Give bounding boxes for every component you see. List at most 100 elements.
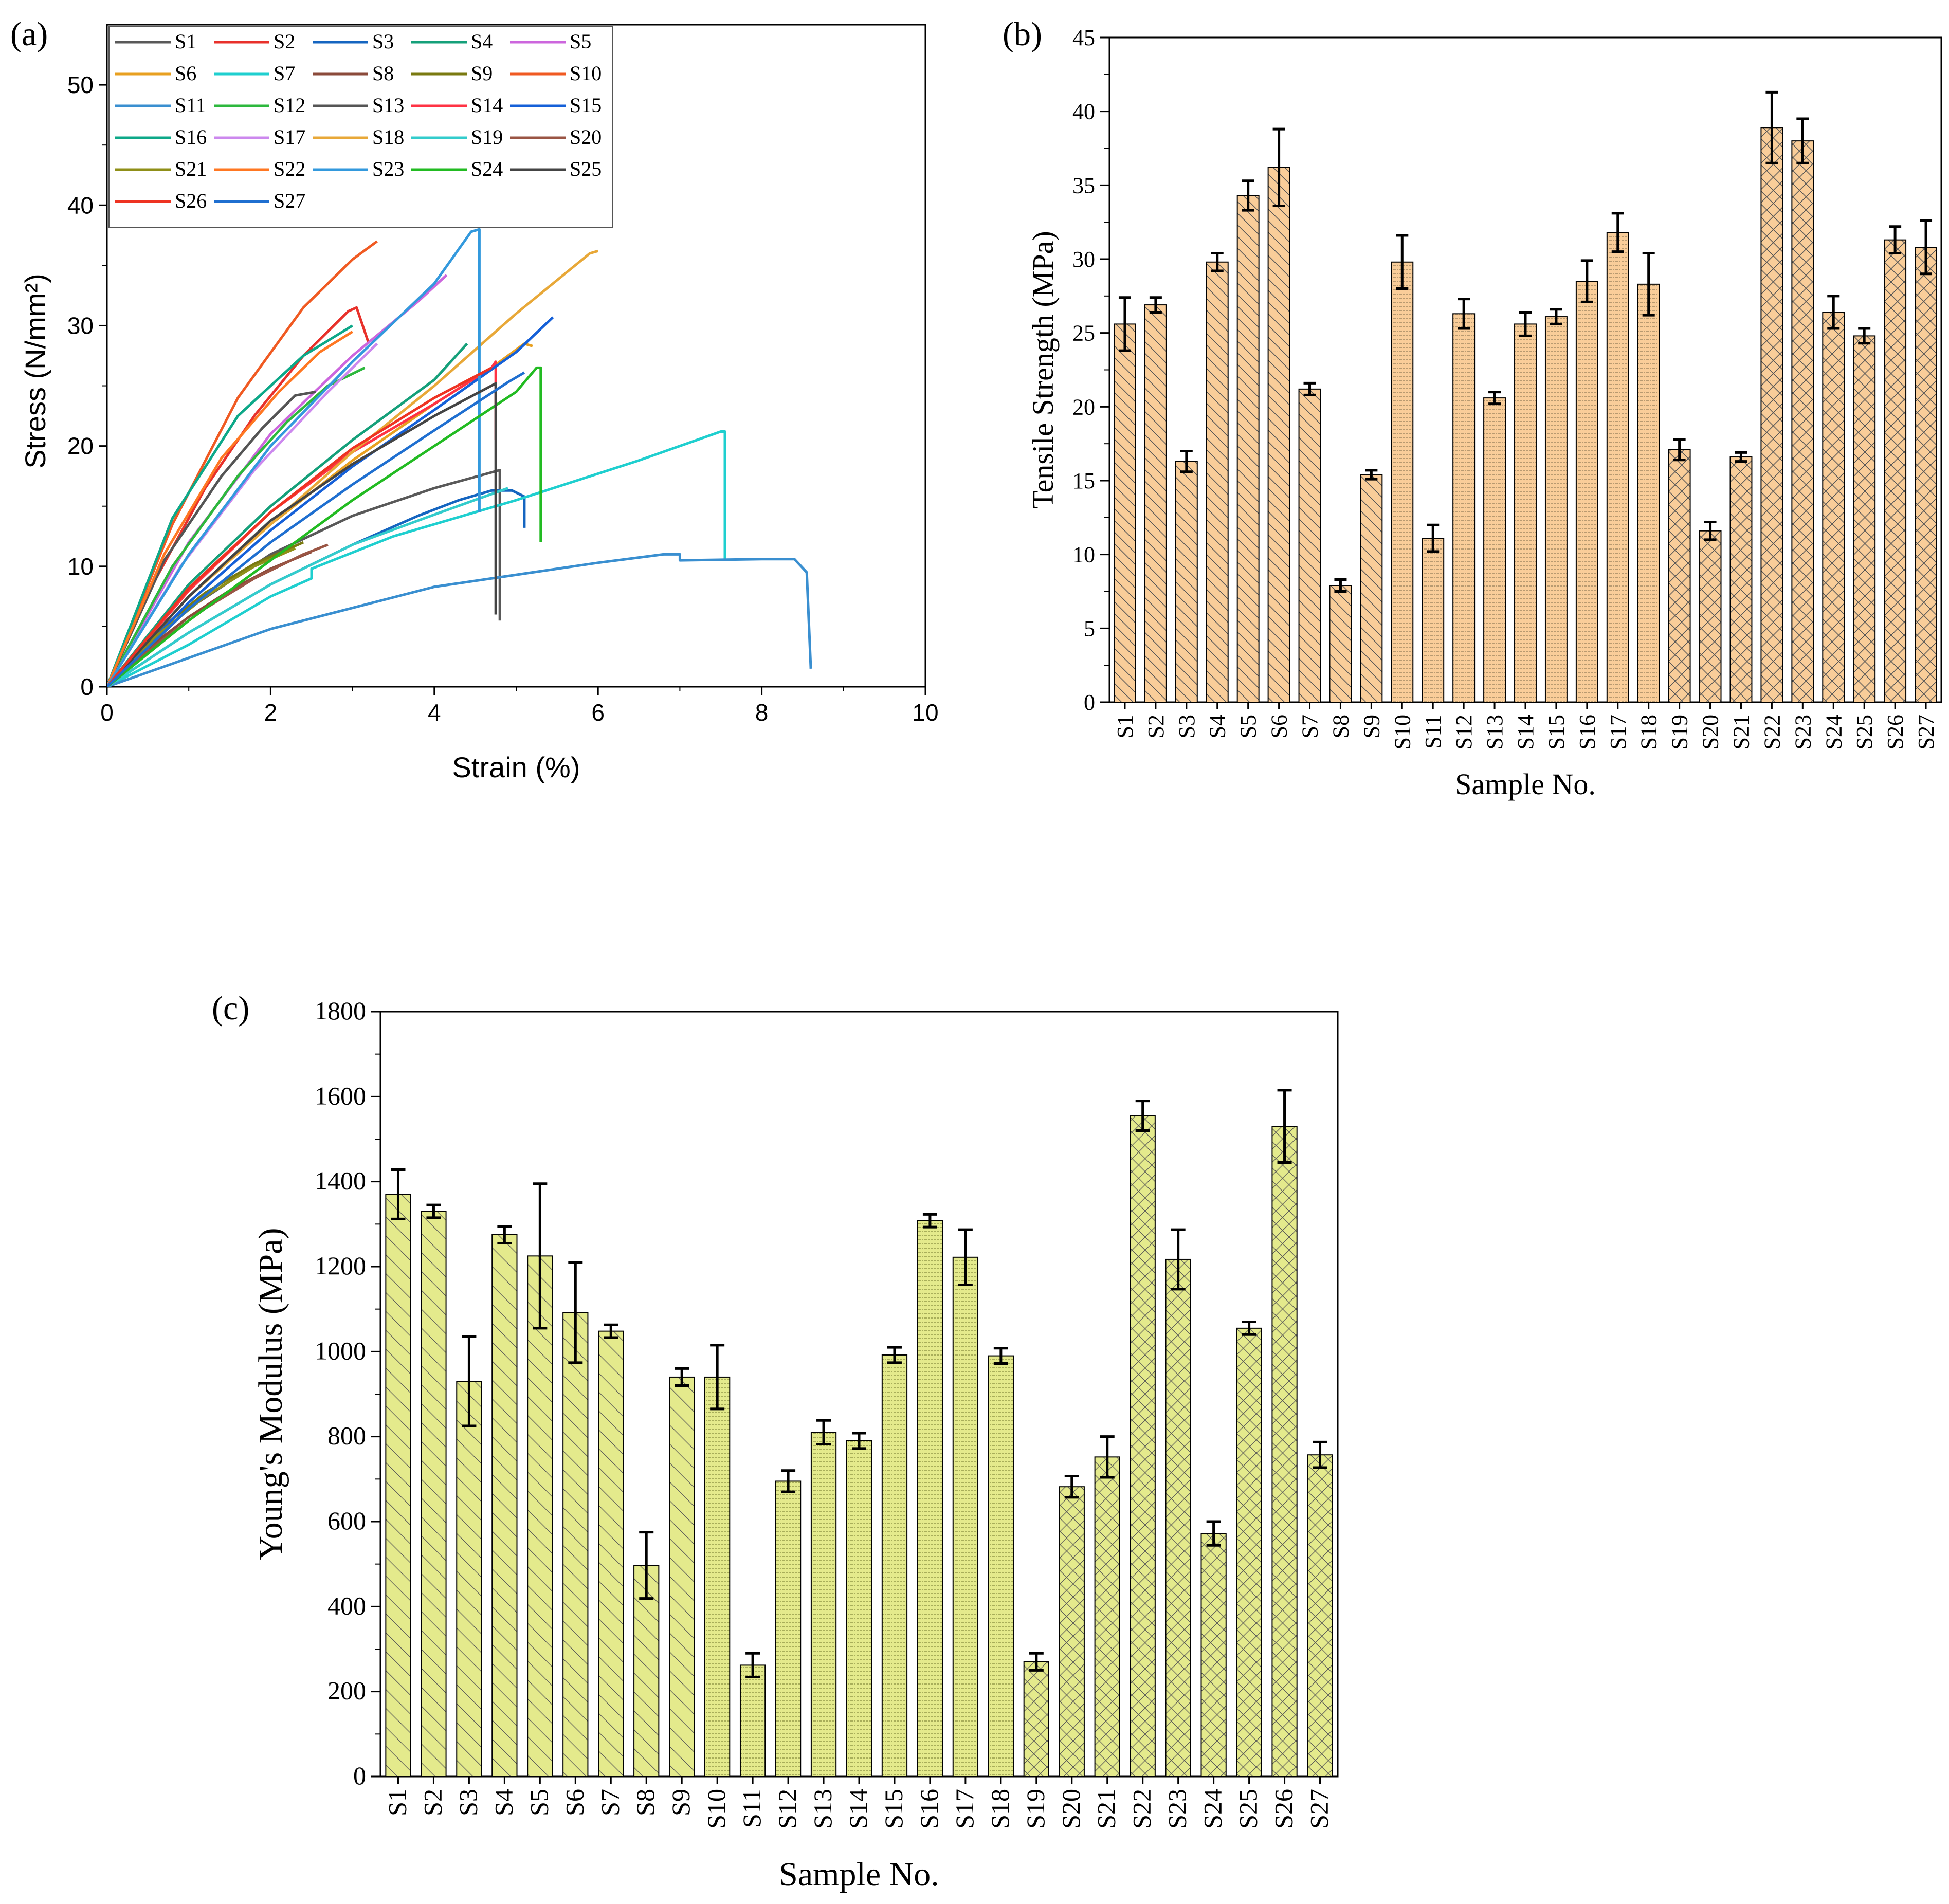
chart-c-x-tick-label: S6 xyxy=(560,1789,589,1816)
legend-label-s15: S15 xyxy=(570,94,602,117)
bar-c-s6 xyxy=(562,1312,589,1777)
chart-b-x-tick-label: S15 xyxy=(1544,715,1569,749)
chart-b-x-tick-label: S20 xyxy=(1698,715,1723,749)
chart-c-x-tick-label: S3 xyxy=(453,1789,482,1816)
chart-b-x-tick-label: S24 xyxy=(1821,715,1846,749)
chart-b-x-tick-label: S4 xyxy=(1205,715,1230,738)
series-line-s3 xyxy=(107,489,526,687)
chart-b-y-tick-label: 25 xyxy=(1072,321,1095,346)
legend-label-s7: S7 xyxy=(274,62,295,85)
chart-c-x-tick-label: S23 xyxy=(1163,1789,1192,1829)
chart-c-y-axis-title: Young's Modulus (MPa) xyxy=(252,1228,289,1561)
bar-c-s10 xyxy=(704,1376,731,1777)
bar-c-s7 xyxy=(598,1330,624,1777)
legend-label-s25: S25 xyxy=(570,157,602,180)
legend-label-s5: S5 xyxy=(570,30,591,53)
series-line-s22 xyxy=(107,331,353,687)
legend-label-s6: S6 xyxy=(175,62,196,85)
legend-label-s14: S14 xyxy=(471,94,503,117)
chart-c-y-tick-label: 400 xyxy=(327,1591,366,1620)
series-line-s25 xyxy=(107,382,497,687)
bar-b-s21 xyxy=(1729,456,1753,703)
legend-label-s26: S26 xyxy=(175,189,207,212)
chart-c-x-tick-label: S13 xyxy=(808,1789,837,1829)
chart-b-x-tick-label: S17 xyxy=(1606,715,1631,749)
legend-label-s9: S9 xyxy=(471,62,493,85)
bar-b-s16 xyxy=(1575,281,1598,703)
bar-c-s24 xyxy=(1200,1533,1227,1778)
chart-a-y-tick-label: 10 xyxy=(67,553,94,580)
bar-c-s27 xyxy=(1307,1454,1333,1778)
chart-a-y-tick-label: 40 xyxy=(67,192,94,218)
bar-b-s23 xyxy=(1791,140,1814,703)
chart-c-y-tick-label: 1600 xyxy=(315,1081,366,1110)
bar-c-s16 xyxy=(917,1220,943,1777)
chart-c-x-tick-label: S2 xyxy=(418,1789,447,1816)
legend-label-s18: S18 xyxy=(372,125,404,149)
bar-c-s17 xyxy=(952,1256,979,1777)
legend-label-s21: S21 xyxy=(175,157,207,180)
chart-a-x-tick-label: 10 xyxy=(912,699,938,726)
series-line-s27 xyxy=(107,371,525,687)
series-line-s19 xyxy=(107,487,508,687)
chart-c-x-tick-label: S5 xyxy=(524,1789,553,1816)
series-line-s2 xyxy=(107,306,370,687)
series-line-s14 xyxy=(107,360,497,687)
chart-a-y-tick-label: 50 xyxy=(67,71,94,98)
bar-c-s18 xyxy=(988,1355,1014,1778)
chart-c-x-tick-label: S4 xyxy=(489,1789,518,1816)
chart-a-x-tick-label: 6 xyxy=(591,699,605,726)
chart-c-x-tick-label: S19 xyxy=(1021,1789,1050,1829)
chart-b-x-tick-label: S16 xyxy=(1575,715,1600,749)
chart-a-y-tick-label: 30 xyxy=(67,312,94,339)
legend-label-s20: S20 xyxy=(570,125,602,149)
series-line-s10 xyxy=(107,240,378,687)
legend-label-s11: S11 xyxy=(175,94,206,117)
chart-b-x-axis-title: Sample No. xyxy=(1455,767,1596,801)
chart-b-y-tick-label: 20 xyxy=(1072,394,1095,419)
legend-label-s24: S24 xyxy=(471,157,503,180)
chart-b-y-tick-label: 15 xyxy=(1072,468,1095,493)
chart-b-x-tick-label: S19 xyxy=(1667,715,1692,749)
legend-label-s19: S19 xyxy=(471,125,503,149)
chart-c-x-tick-label: S24 xyxy=(1198,1789,1227,1829)
chart-b-y-axis-title: Tensile Strength (MPa) xyxy=(1026,231,1060,508)
bar-b-s19 xyxy=(1668,449,1691,703)
bar-b-s15 xyxy=(1544,316,1568,703)
bar-c-s4 xyxy=(491,1234,518,1777)
panel-label-c: (c) xyxy=(212,990,249,1027)
chart-c-x-tick-label: S27 xyxy=(1305,1789,1334,1829)
chart-c-x-tick-label: S18 xyxy=(986,1789,1014,1829)
chart-b-y-tick-label: 40 xyxy=(1072,99,1095,124)
series-line-s15 xyxy=(107,316,554,687)
series-line-s13 xyxy=(107,390,316,687)
chart-c-x-tick-label: S17 xyxy=(950,1789,979,1829)
bar-b-s25 xyxy=(1853,335,1876,703)
bar-b-s12 xyxy=(1452,313,1476,703)
chart-c-x-tick-label: S16 xyxy=(915,1789,943,1829)
legend-label-s3: S3 xyxy=(372,30,394,53)
chart-a-y-tick-label: 0 xyxy=(80,673,94,700)
chart-b-x-tick-label: S2 xyxy=(1143,715,1169,738)
chart-b-y-tick-label: 10 xyxy=(1072,542,1095,567)
series-line-s24 xyxy=(107,366,542,687)
chart-b-y-tick-label: 45 xyxy=(1072,25,1095,50)
bar-b-s18 xyxy=(1637,283,1660,703)
chart-b-x-tick-label: S3 xyxy=(1174,715,1199,738)
chart-c-x-tick-label: S26 xyxy=(1269,1789,1298,1829)
series-line-s20 xyxy=(107,543,329,687)
chart-b-x-tick-label: S22 xyxy=(1759,715,1784,749)
series-line-s5 xyxy=(107,274,448,687)
chart-b-x-tick-label: S26 xyxy=(1883,715,1908,749)
chart-c-x-tick-label: S11 xyxy=(737,1789,766,1828)
chart-c-youngs-modulus: 0 200 400 600 800 1000 1200 1400 1600 1800 S1 S2 S3 S… xyxy=(252,996,1339,1893)
chart-c-x-tick-label: S22 xyxy=(1127,1789,1156,1829)
bar-c-s23 xyxy=(1165,1258,1191,1778)
bar-b-s10 xyxy=(1391,261,1414,703)
chart-c-x-tick-label: S10 xyxy=(702,1789,731,1829)
chart-c-x-tick-label: S25 xyxy=(1234,1789,1263,1829)
bar-c-s5 xyxy=(527,1255,553,1777)
legend-label-s1: S1 xyxy=(175,30,196,53)
chart-c-y-tick-label: 600 xyxy=(327,1506,366,1535)
